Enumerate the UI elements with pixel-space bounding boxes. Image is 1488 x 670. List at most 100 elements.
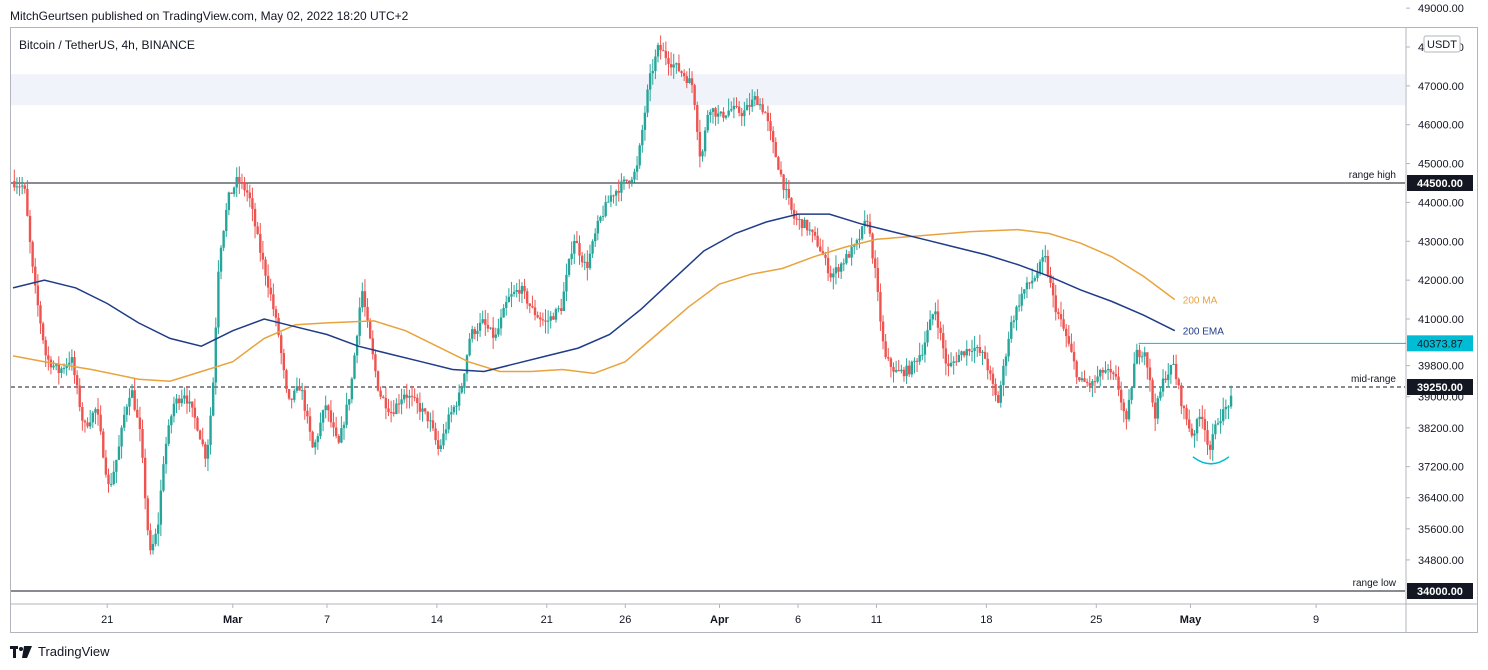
candle-body: [146, 498, 149, 531]
candle-body: [842, 263, 845, 265]
candle-body: [481, 319, 484, 323]
candle-body: [141, 429, 144, 458]
candle-body: [654, 56, 657, 72]
candle-body: [413, 396, 416, 398]
candle-body: [463, 373, 466, 388]
candle-body: [790, 197, 793, 210]
publisher-attribution: MitchGeurtsen published on TradingView.c…: [10, 9, 409, 23]
time-tick-label: 14: [431, 614, 443, 626]
tradingview-logo[interactable]: TradingView: [10, 644, 110, 659]
candle-body: [638, 145, 641, 166]
candle-body: [1119, 389, 1123, 403]
candle-body: [609, 195, 613, 202]
candle-body: [1093, 381, 1097, 383]
candle-body: [300, 390, 304, 392]
candle-body: [664, 50, 668, 59]
candle-body: [274, 309, 278, 318]
candle-body: [630, 179, 634, 183]
candle-body: [1201, 416, 1204, 420]
candle-body: [264, 259, 267, 276]
time-tick-label: 25: [1090, 614, 1102, 626]
candle-body: [1104, 370, 1107, 373]
candle-body: [450, 412, 453, 415]
candle-body: [926, 330, 929, 343]
candle-body: [1004, 356, 1008, 366]
candle-body: [444, 429, 448, 434]
candle-body: [193, 407, 197, 418]
time-tick-label: Mar: [223, 614, 243, 626]
candle-body: [764, 112, 767, 114]
candle-body: [936, 311, 940, 328]
time-tick-label: 26: [619, 614, 631, 626]
candle-body: [732, 105, 736, 110]
candle-body: [128, 397, 131, 407]
candle-body: [41, 323, 45, 341]
candle-body: [198, 430, 202, 440]
candle-body: [376, 371, 380, 391]
candle-body: [855, 240, 859, 245]
candle-body: [340, 428, 343, 443]
level-badge-label: 34000.00: [1417, 586, 1463, 598]
candle-body: [955, 361, 958, 363]
candle-body: [337, 435, 340, 443]
candle-body: [787, 189, 791, 198]
candle-body: [871, 233, 874, 259]
candle-body: [894, 370, 898, 372]
candle-body: [986, 358, 989, 371]
candle-body: [1007, 338, 1010, 357]
candle-body: [675, 63, 678, 65]
candle-body: [478, 322, 482, 331]
candle-body: [1065, 328, 1068, 337]
candle-body: [298, 386, 301, 391]
candle-body: [23, 185, 26, 189]
currency-badge[interactable]: [1423, 35, 1461, 53]
candle-body: [104, 457, 108, 475]
candle-body: [191, 401, 194, 408]
time-tick-label: 9: [1313, 614, 1319, 626]
candle-body: [379, 390, 382, 397]
candle-body: [1206, 430, 1209, 445]
candle-body: [599, 216, 602, 221]
candle-body: [465, 355, 469, 374]
candle-body: [245, 190, 249, 193]
candle-body: [769, 121, 772, 132]
candle-body: [172, 403, 176, 417]
candle-body: [915, 360, 919, 362]
candle-body: [1148, 367, 1152, 381]
candle-body: [1127, 399, 1131, 420]
price-tick-label: 36400.00: [1418, 493, 1464, 505]
candle-body: [876, 267, 880, 292]
candle-body: [400, 399, 403, 405]
candle-body: [528, 303, 531, 307]
indicator-200-ema-label: 200 EMA: [1183, 327, 1224, 338]
price-tick-label: 43000.00: [1418, 236, 1464, 248]
candle-body: [845, 254, 848, 264]
candle-body: [839, 263, 843, 272]
candle-body: [591, 241, 594, 254]
candle-body: [457, 392, 461, 406]
candle-body: [329, 410, 333, 423]
candle-body: [1177, 379, 1180, 386]
candle-body: [562, 291, 566, 311]
candle-body: [596, 220, 600, 234]
candle-body: [384, 397, 388, 409]
candle-body: [1143, 352, 1146, 357]
candle-body: [1187, 419, 1191, 429]
candle-body: [316, 436, 320, 443]
candle-body: [539, 317, 542, 320]
candle-body: [418, 402, 422, 412]
candle-body: [711, 108, 715, 112]
candle-body: [1038, 261, 1042, 273]
candle-body: [138, 417, 142, 430]
candle-body: [816, 235, 819, 247]
price-tick-label: 41000.00: [1418, 314, 1464, 326]
candle-body: [625, 179, 628, 181]
candle-body: [81, 407, 84, 421]
candle-body: [824, 254, 827, 258]
candle-body: [225, 210, 228, 232]
candle-body: [277, 317, 280, 336]
resistance-zone: [11, 74, 1405, 106]
price-tick-label: 45000.00: [1418, 159, 1464, 171]
candle-body: [348, 399, 351, 405]
